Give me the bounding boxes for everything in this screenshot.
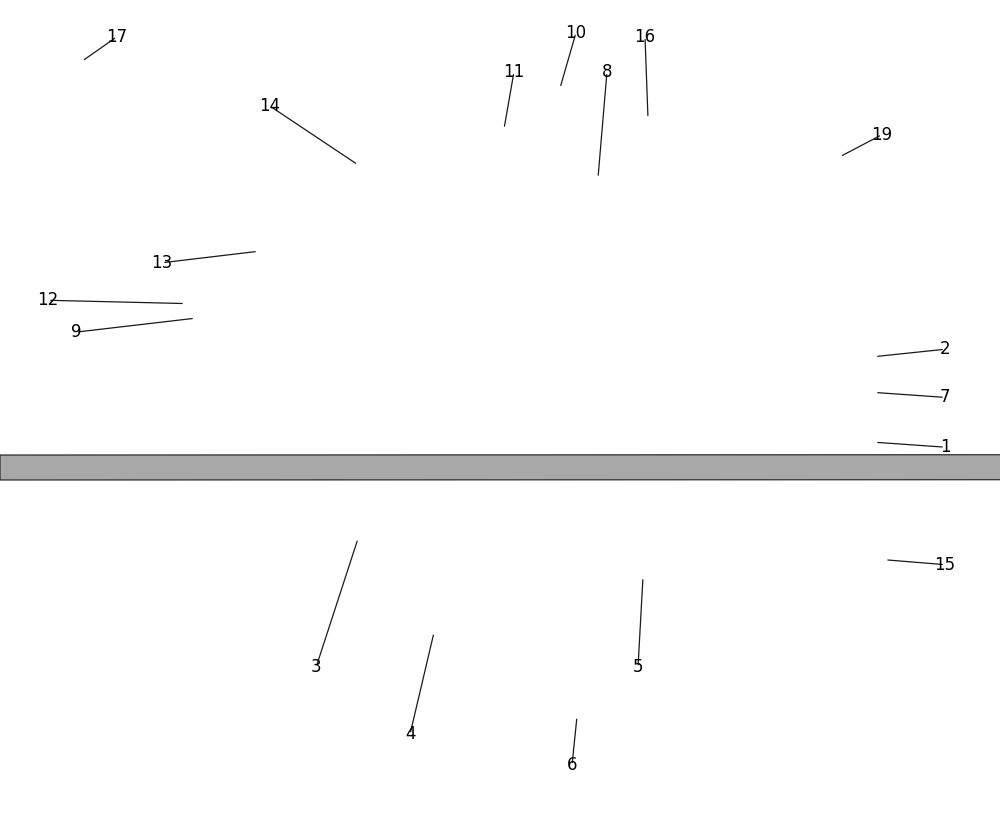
Text: 11: 11 [503, 63, 525, 81]
Text: 19: 19 [871, 126, 893, 144]
Text: 6: 6 [567, 756, 577, 774]
Polygon shape [0, 450, 1000, 480]
Text: 3: 3 [311, 659, 321, 676]
Text: 1: 1 [940, 438, 950, 456]
Text: 12: 12 [37, 291, 59, 309]
Text: 16: 16 [634, 28, 656, 46]
Text: 13: 13 [151, 254, 173, 272]
Text: 2: 2 [940, 340, 950, 358]
Text: 15: 15 [934, 556, 956, 574]
Text: 8: 8 [602, 63, 612, 81]
Text: 10: 10 [565, 24, 587, 42]
Text: 14: 14 [259, 97, 281, 115]
Text: 17: 17 [106, 28, 128, 46]
Text: 7: 7 [940, 388, 950, 406]
Text: 9: 9 [71, 323, 81, 341]
Text: 4: 4 [405, 725, 415, 743]
Text: 5: 5 [633, 659, 643, 676]
